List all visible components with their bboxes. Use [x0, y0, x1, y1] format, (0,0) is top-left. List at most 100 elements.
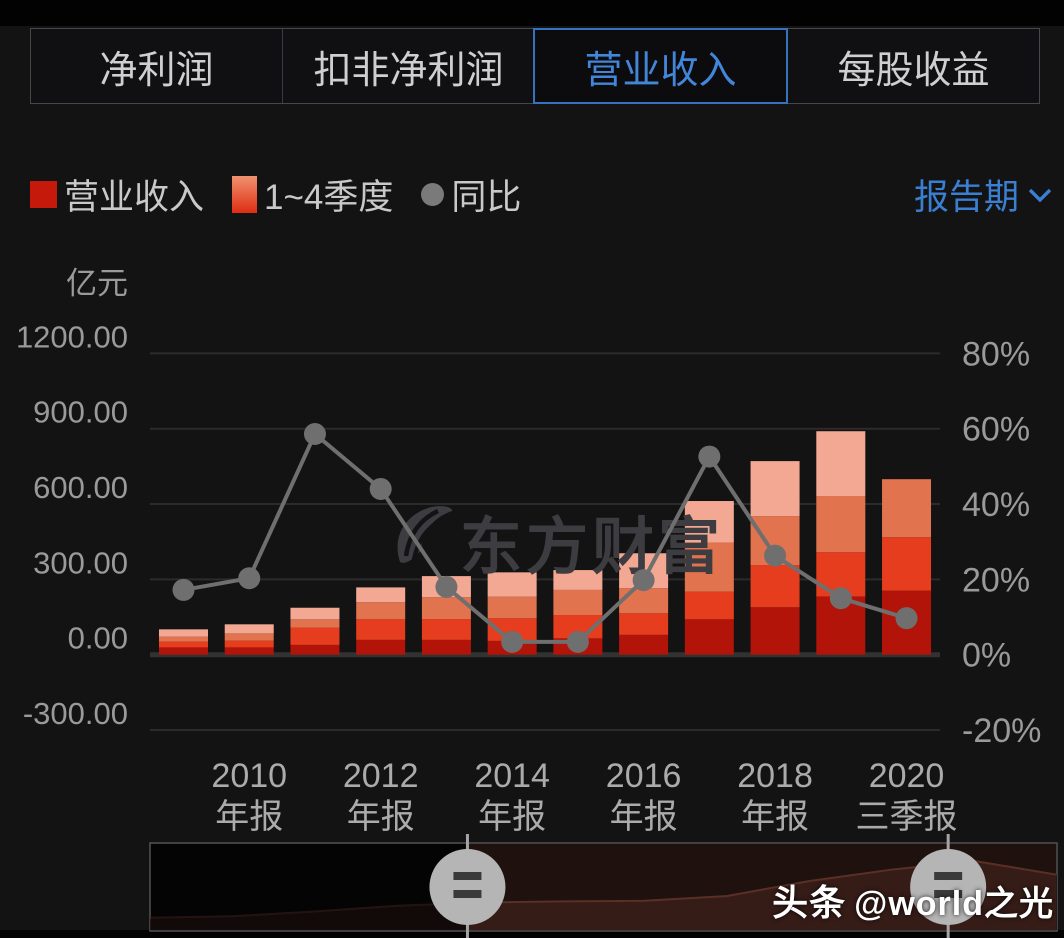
tab-net-profit[interactable]: 净利润 [99, 49, 214, 92]
bar-segment-q4 [159, 629, 208, 637]
bar-segment-q4 [356, 587, 406, 603]
bar-segment-q3 [224, 633, 274, 641]
handle-grip-icon [429, 849, 506, 925]
datazoom-slider [149, 834, 1058, 938]
x-tick-period: 年报 [478, 798, 546, 836]
yoy-point-2014年报[interactable] [501, 630, 524, 653]
bar-segment-q2 [290, 627, 340, 645]
right-tick-label: 60% [962, 411, 1030, 449]
right-tick-label: 0% [962, 637, 1011, 675]
bar-segment-q4 [487, 572, 537, 597]
bar-segment-q4 [224, 624, 274, 634]
slider-unselected-region[interactable] [151, 844, 468, 930]
bar-segment-q3 [290, 619, 340, 628]
bar-2018年报[interactable] [750, 461, 800, 655]
bar-2014年报[interactable] [487, 572, 537, 655]
bar-segment-q3 [882, 479, 932, 538]
bar-2017年报[interactable] [684, 501, 734, 655]
x-tick-year: 2012 [343, 757, 419, 795]
legend-yoy-label: 同比 [451, 177, 522, 217]
bar-segment-q1 [684, 619, 734, 655]
bar-segment-q1 [159, 647, 208, 655]
x-tick-period: 年报 [347, 798, 415, 836]
yoy-point-2015年报[interactable] [566, 630, 589, 653]
left-tick-label: 1200.00 [16, 319, 128, 354]
yoy-point-2017年报[interactable] [698, 445, 721, 468]
bar-2010年报[interactable] [224, 624, 274, 655]
handle-grip-icon [910, 849, 987, 925]
bar-segment-q1 [356, 639, 406, 655]
yoy-point-2013年报[interactable] [435, 575, 458, 598]
left-tick-label: 900.00 [33, 395, 128, 430]
toutiao-watermark: 头条 @world之光 [772, 874, 1054, 926]
grid [150, 352, 940, 732]
right-tick-label: 20% [962, 561, 1030, 599]
bar-segment-q2 [487, 618, 537, 641]
yoy-point-2018年报[interactable] [764, 544, 787, 567]
left-tick-label: 300.00 [33, 545, 128, 580]
bar-segment-q3 [487, 596, 537, 619]
yoy-point-2020三季报[interactable] [895, 607, 918, 630]
left-tick-label: 0.00 [68, 621, 128, 656]
yoy-line-series [172, 422, 918, 653]
quarters-gradient-swatch-icon [232, 175, 258, 213]
chart-legend: 营业收入 1~4季度 同比 报告期 [30, 172, 1052, 217]
tab-operating-revenue[interactable]: 营业收入 [533, 28, 788, 104]
slider-left-handle[interactable] [429, 834, 506, 938]
x-tick-period: 年报 [610, 798, 678, 836]
chevron-down-icon [1028, 188, 1052, 203]
bar-segment-q3 [553, 589, 603, 616]
metric-tab-bar: 净利润 扣非净利润 营业收入 每股收益 [30, 28, 1040, 104]
eastmoney-logo-icon [397, 506, 453, 563]
yoy-point-2016年报[interactable] [632, 569, 655, 592]
x-tick-period: 年报 [741, 798, 809, 836]
bar-segment-q4 [816, 431, 866, 497]
bar-segment-q3 [619, 588, 669, 614]
revenue-swatch-icon [30, 180, 57, 208]
right-tick-label: 40% [962, 486, 1030, 524]
bar-segment-q4 [553, 570, 603, 590]
yoy-point-2011年报[interactable] [303, 422, 326, 445]
bar-segment-q2 [684, 591, 734, 620]
unit-label: 亿元 [66, 266, 128, 301]
x-tick-year: 2018 [737, 757, 813, 795]
y-axis-right: 80% 60% 40% 20% 0% -20% [962, 335, 1041, 750]
bar-segment-q2 [224, 640, 274, 648]
bar-segment-q2 [882, 537, 932, 591]
x-tick-period: 三季报 [856, 798, 958, 836]
yoy-point-2019年报[interactable] [829, 587, 852, 610]
bottom-black-strip [0, 930, 1064, 938]
bar-segment-q1 [421, 639, 471, 655]
bar-segment-q3 [159, 636, 208, 642]
yoy-dot-icon [421, 182, 445, 206]
bar-2012年报[interactable] [356, 587, 406, 655]
yoy-point-2012年报[interactable] [369, 477, 392, 500]
yoy-point-2010年报[interactable] [238, 567, 261, 590]
tab-non-gaap-net-profit[interactable]: 扣非净利润 [282, 29, 534, 103]
bar-2019年报[interactable] [816, 431, 866, 655]
bar-segment-q3 [816, 496, 866, 553]
x-tick-year: 2016 [606, 757, 682, 795]
bar-segment-q1 [750, 607, 800, 655]
slider-right-handle[interactable] [910, 834, 987, 938]
bar-2009年报[interactable] [159, 629, 208, 655]
y-axis-left: 亿元 1200.00 900.00 600.00 300.00 0.00 -300.00 [16, 266, 128, 731]
bar-segment-q2 [750, 565, 800, 608]
bar-segment-q4 [750, 461, 800, 517]
bar-segment-q2 [421, 619, 471, 640]
right-tick-label: 80% [962, 335, 1030, 373]
yoy-point-2009年报[interactable] [172, 578, 195, 601]
bar-segment-q1 [224, 647, 274, 655]
report-period-dropdown[interactable]: 报告期 [914, 169, 1052, 220]
legend-revenue-label: 营业收入 [64, 177, 205, 217]
yoy-line [183, 430, 908, 644]
x-tick-period: 年报 [215, 798, 283, 836]
bar-segment-q2 [356, 619, 406, 640]
top-black-strip [0, 0, 1064, 26]
x-tick-year: 2020 [869, 757, 945, 795]
bar-2011年报[interactable] [290, 607, 340, 655]
tab-eps[interactable]: 每股收益 [787, 29, 1039, 103]
